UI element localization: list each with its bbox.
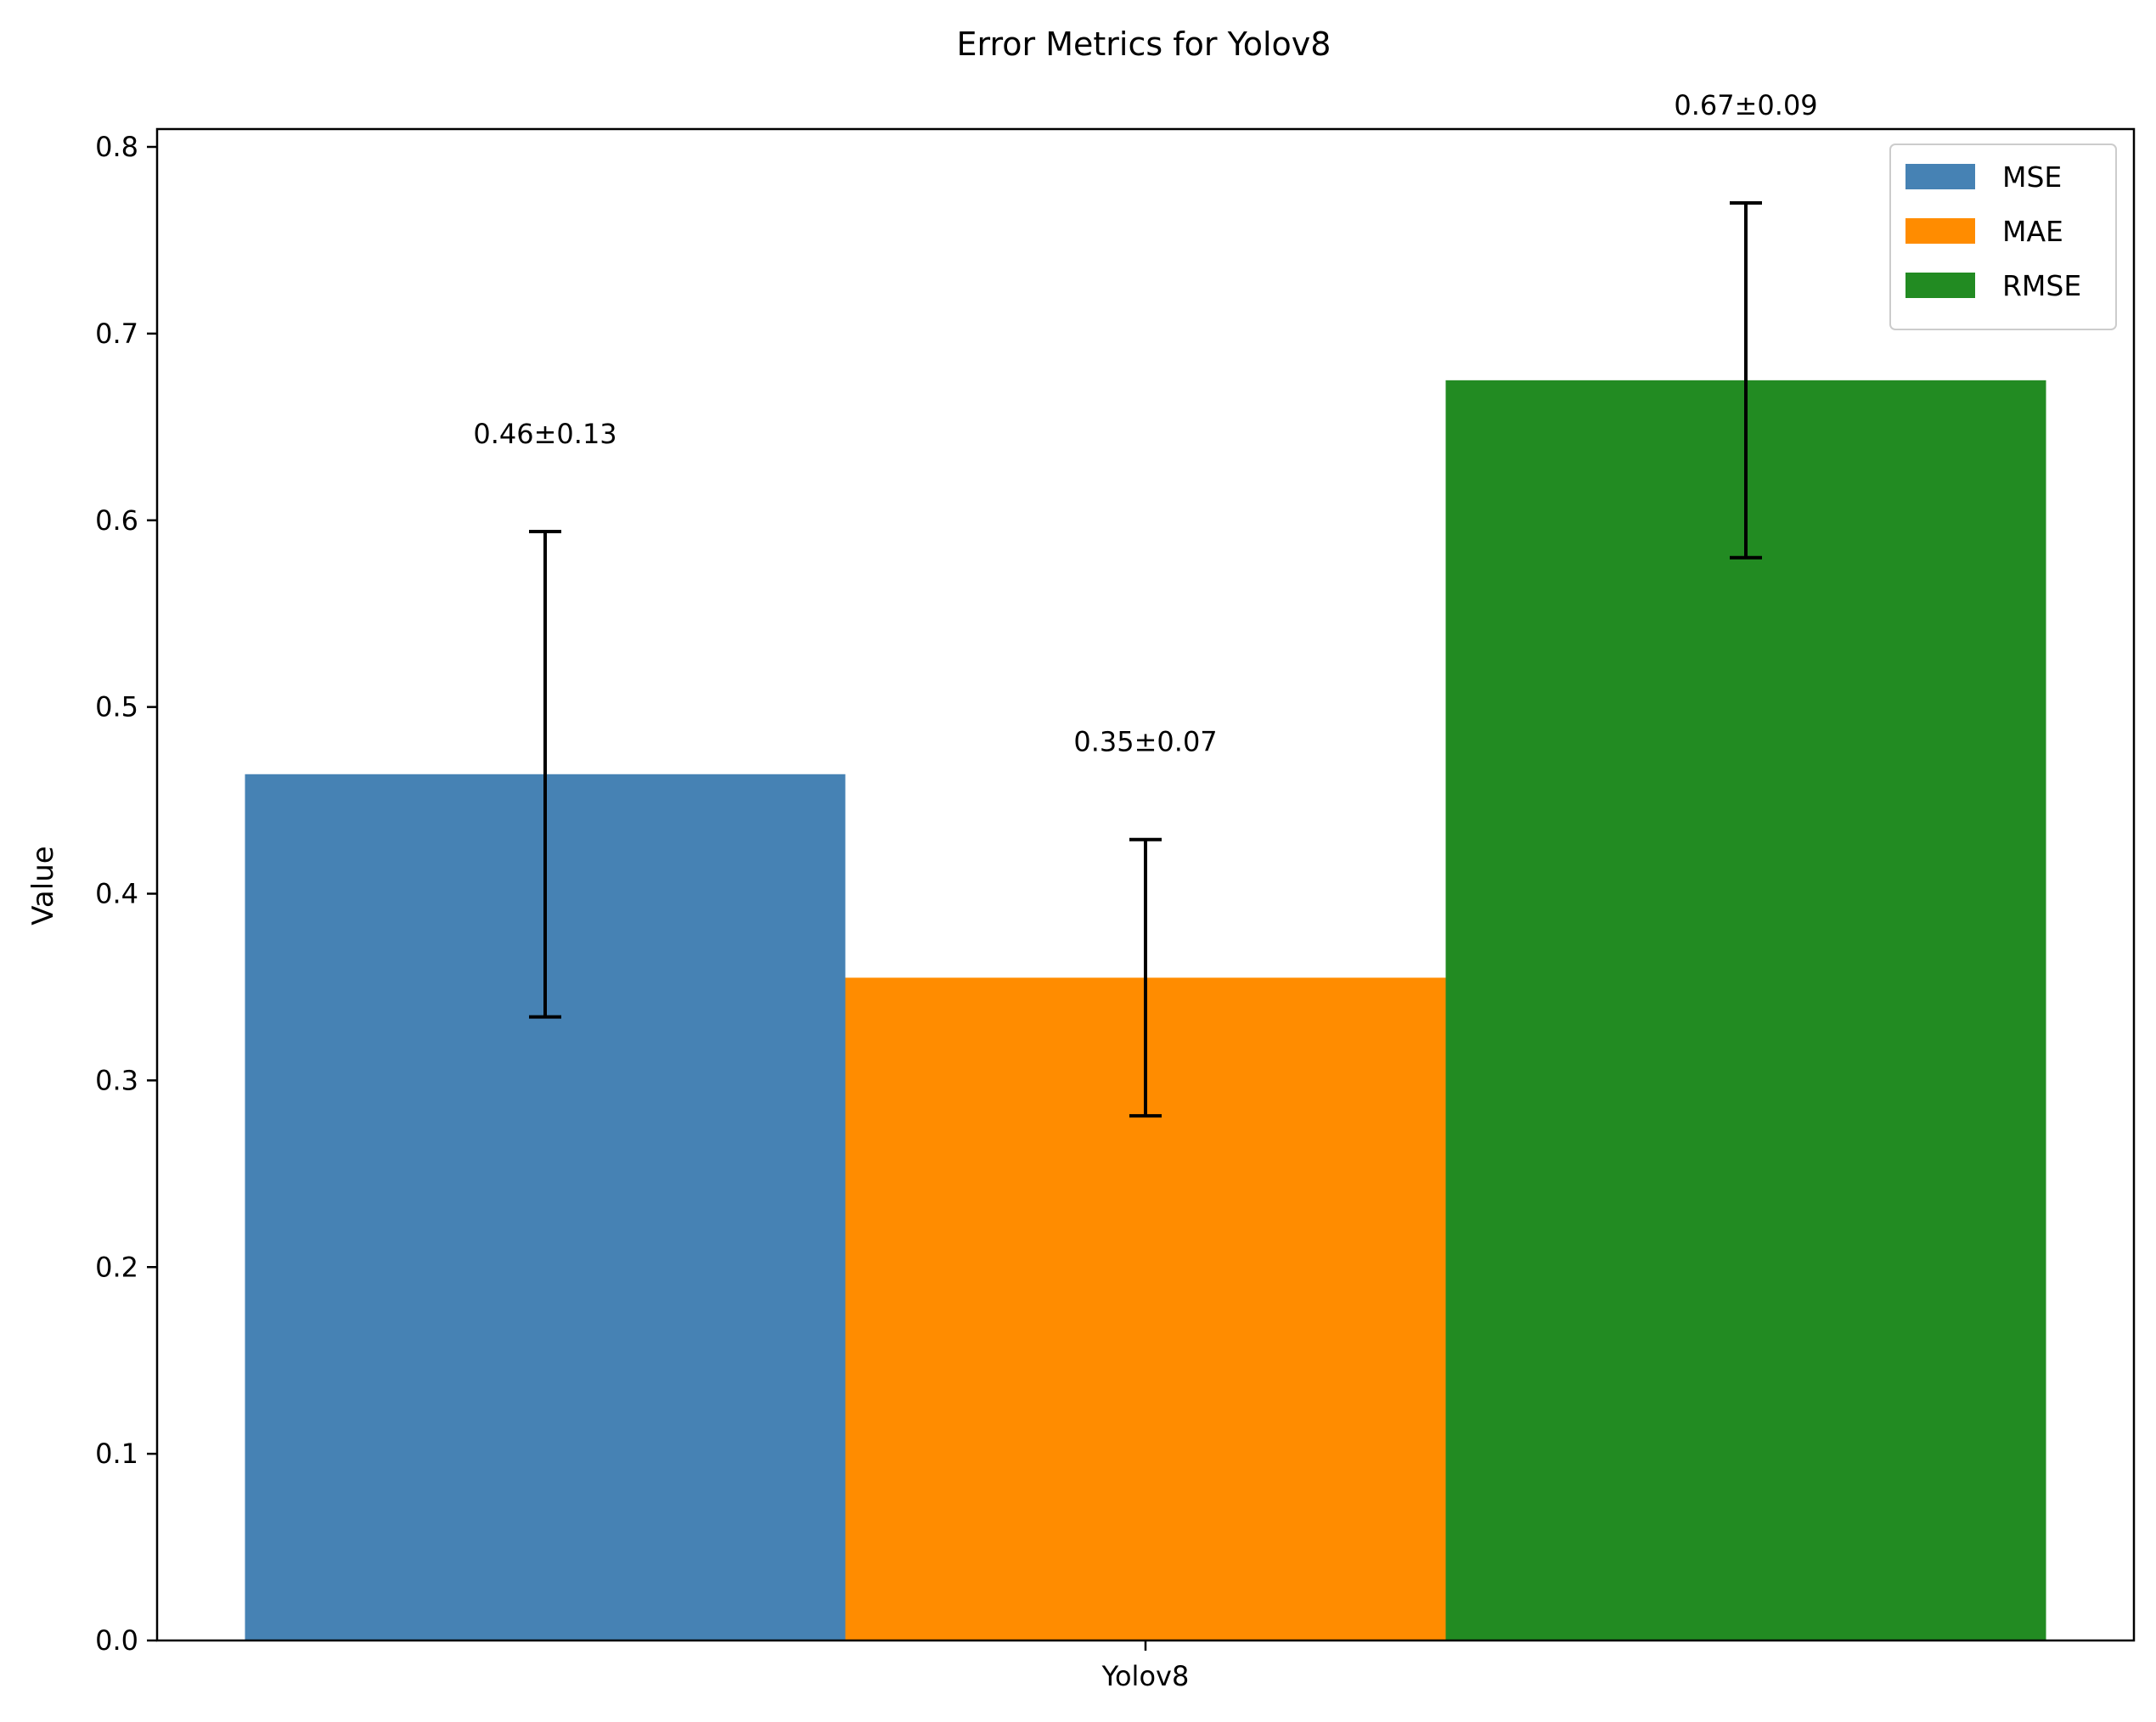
legend-label-mse: MSE (2002, 160, 2062, 194)
y-tick-label: 0.0 (95, 1624, 138, 1657)
legend-swatch-mae (1905, 218, 1975, 244)
y-tick-label: 0.2 (95, 1251, 138, 1283)
chart-title: Error Metrics for Yolov8 (957, 25, 1331, 63)
y-axis-label: Value (26, 846, 60, 925)
y-tick-label: 0.7 (95, 318, 138, 350)
bar-value-label-mse: 0.46±0.13 (473, 418, 616, 450)
legend-swatch-rmse (1905, 273, 1975, 298)
legend: MSE MAE RMSE (1889, 144, 2117, 330)
y-tick-label: 0.3 (95, 1064, 138, 1096)
legend-label-rmse: RMSE (2002, 269, 2081, 302)
bar-value-label-mae: 0.35±0.07 (1073, 726, 1217, 758)
legend-label-mae: MAE (2002, 215, 2063, 248)
y-tick-label: 0.6 (95, 504, 138, 537)
y-tick-label: 0.8 (95, 131, 138, 163)
bar-rmse (1445, 380, 2046, 1640)
y-tick-label: 0.4 (95, 878, 138, 910)
bar-value-label-rmse: 0.67±0.09 (1674, 89, 1817, 121)
y-tick-label: 0.5 (95, 691, 138, 723)
x-tick-label: Yolov8 (1101, 1660, 1190, 1692)
y-tick-label: 0.1 (95, 1438, 138, 1470)
legend-swatch-mse (1905, 164, 1975, 189)
plot-area: 0.46±0.13 0.35±0.07 0.67±0.09 0.0 0.1 0.2 0.3 0… (95, 89, 2136, 1692)
